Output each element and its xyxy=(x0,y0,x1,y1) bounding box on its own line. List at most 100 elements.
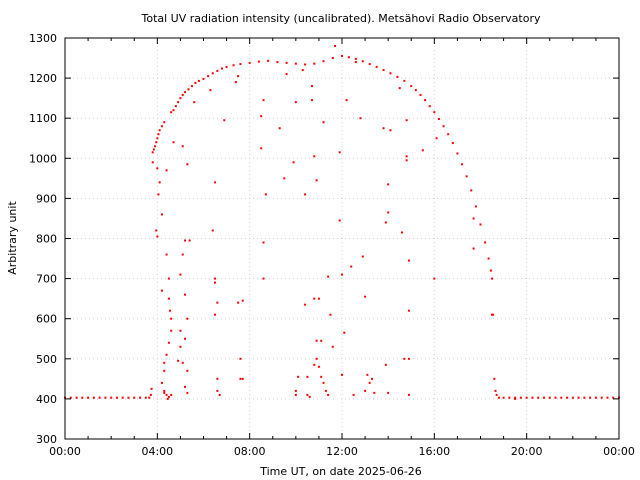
data-point xyxy=(151,161,154,164)
data-point xyxy=(170,317,173,320)
data-point xyxy=(433,277,436,280)
data-point xyxy=(361,255,364,258)
data-point xyxy=(359,117,362,120)
data-point xyxy=(165,353,168,356)
data-point xyxy=(514,396,517,399)
data-point xyxy=(216,389,219,392)
data-point xyxy=(179,345,182,348)
data-point xyxy=(384,221,387,224)
data-point xyxy=(214,313,217,316)
data-point xyxy=(155,141,158,144)
data-point xyxy=(329,313,332,316)
data-point xyxy=(315,339,318,342)
data-point xyxy=(424,99,427,102)
data-point xyxy=(405,155,408,158)
data-point xyxy=(313,363,316,366)
data-point xyxy=(451,142,454,145)
data-point xyxy=(410,85,413,88)
data-point xyxy=(465,175,468,178)
data-point xyxy=(75,396,78,399)
data-point xyxy=(260,115,263,118)
data-point xyxy=(262,277,265,280)
data-point xyxy=(343,331,346,334)
data-point xyxy=(327,275,330,278)
data-point xyxy=(177,359,180,362)
data-point xyxy=(331,57,334,60)
data-point xyxy=(308,395,311,398)
data-point xyxy=(345,99,348,102)
data-point xyxy=(313,62,316,65)
data-point xyxy=(237,75,240,78)
data-point xyxy=(491,277,494,280)
data-point xyxy=(160,289,163,292)
data-point xyxy=(149,393,152,396)
data-point xyxy=(285,61,288,64)
data-point xyxy=(163,121,166,124)
data-point xyxy=(144,396,147,399)
data-point xyxy=(334,45,337,48)
data-point xyxy=(589,396,592,399)
x-axis-label: Time UT, on date 2025-06-26 xyxy=(259,465,422,478)
data-point xyxy=(202,77,205,80)
data-point xyxy=(157,133,160,136)
data-point xyxy=(494,389,497,392)
data-point xyxy=(375,65,378,68)
data-point xyxy=(583,396,586,399)
data-point xyxy=(167,395,170,398)
data-point xyxy=(115,396,118,399)
data-point xyxy=(262,241,265,244)
data-point xyxy=(87,396,90,399)
data-point xyxy=(315,179,318,182)
data-point xyxy=(207,75,210,78)
data-point xyxy=(181,145,184,148)
data-point xyxy=(193,101,196,104)
data-point xyxy=(292,161,295,164)
data-point xyxy=(405,119,408,122)
data-point xyxy=(489,269,492,272)
data-point xyxy=(98,396,101,399)
data-point xyxy=(341,55,343,58)
data-point xyxy=(156,167,159,170)
data-point xyxy=(405,159,408,162)
data-point xyxy=(294,389,297,392)
data-point xyxy=(484,241,487,244)
data-point xyxy=(197,79,200,82)
data-point xyxy=(350,265,353,268)
y-tick-label: 1200 xyxy=(29,72,57,85)
data-point xyxy=(165,393,168,396)
data-point xyxy=(322,121,325,124)
x-tick-label: 12:00 xyxy=(326,445,358,458)
data-point xyxy=(387,211,390,214)
data-point xyxy=(317,365,320,368)
data-point xyxy=(419,93,422,96)
data-point xyxy=(514,397,517,400)
data-point xyxy=(396,75,399,78)
data-point xyxy=(389,72,392,75)
data-point xyxy=(487,257,490,260)
data-point xyxy=(223,119,226,122)
data-point xyxy=(537,396,540,399)
data-point xyxy=(174,105,177,108)
data-point xyxy=(184,337,187,340)
data-point xyxy=(382,127,385,130)
data-point xyxy=(519,396,522,399)
data-point xyxy=(156,137,159,140)
data-point xyxy=(160,213,163,216)
data-point xyxy=(172,141,175,144)
data-point xyxy=(69,396,72,399)
data-point xyxy=(472,217,475,220)
data-point xyxy=(276,61,279,64)
data-point xyxy=(442,125,445,128)
data-point xyxy=(163,389,166,392)
data-point xyxy=(121,396,124,399)
data-point xyxy=(184,293,187,296)
data-point xyxy=(461,163,464,166)
data-point xyxy=(472,247,475,250)
data-point xyxy=(241,299,244,302)
data-point xyxy=(474,205,477,208)
y-tick-label: 1300 xyxy=(29,32,57,45)
data-point xyxy=(156,235,159,238)
data-point xyxy=(313,297,316,300)
data-point xyxy=(158,181,161,184)
